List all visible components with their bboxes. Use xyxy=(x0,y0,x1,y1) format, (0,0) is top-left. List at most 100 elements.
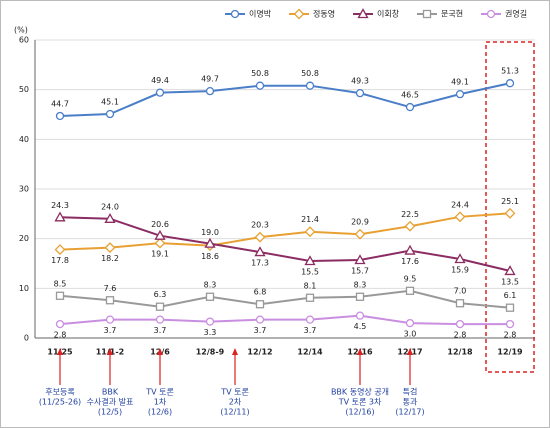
point xyxy=(305,315,315,324)
data-label: 2.8 xyxy=(504,331,517,340)
point xyxy=(355,292,365,301)
point xyxy=(155,88,165,97)
data-label: 20.3 xyxy=(251,221,269,230)
data-label: 8.5 xyxy=(54,279,67,288)
point xyxy=(54,244,66,256)
point xyxy=(154,229,166,240)
data-label: 19.1 xyxy=(151,250,169,259)
legend-label: 이명박 xyxy=(249,9,272,19)
annotation: TV 토론 xyxy=(220,388,249,397)
data-label: 44.7 xyxy=(51,99,69,108)
data-label: 3.7 xyxy=(104,326,117,335)
point xyxy=(104,242,116,254)
point xyxy=(355,88,365,98)
annotation: 2차 xyxy=(229,398,242,407)
data-label: 50.8 xyxy=(251,69,269,78)
point xyxy=(404,244,416,255)
arrow-head xyxy=(107,348,113,355)
data-label: 17.6 xyxy=(401,257,419,266)
x-tick-label: 12/18 xyxy=(447,348,473,357)
arrow-head xyxy=(407,348,413,355)
point xyxy=(230,9,240,19)
arrow-head xyxy=(157,348,163,355)
data-label: 3.7 xyxy=(154,326,167,335)
annotation: (12/5) xyxy=(98,408,122,417)
point xyxy=(454,253,466,264)
point xyxy=(355,311,365,320)
data-label: 20.6 xyxy=(151,220,169,229)
point xyxy=(357,8,369,19)
data-label: 7.0 xyxy=(454,287,467,296)
point xyxy=(255,300,265,309)
point xyxy=(105,109,115,119)
series-line xyxy=(59,216,511,272)
point xyxy=(104,212,116,223)
annotation: (12/11) xyxy=(220,408,249,417)
series-line xyxy=(59,82,511,117)
annotation: 통과 xyxy=(403,398,418,407)
data-label: 22.5 xyxy=(401,210,419,219)
data-label: 7.6 xyxy=(104,284,117,293)
legend-label: 정동영 xyxy=(313,9,335,19)
point xyxy=(354,228,366,240)
point xyxy=(305,293,315,302)
point xyxy=(486,9,496,19)
data-label: 49.4 xyxy=(151,76,169,85)
series-line xyxy=(59,212,511,251)
point xyxy=(105,296,115,305)
point xyxy=(354,254,366,265)
y-tick-label: 30 xyxy=(19,185,29,194)
legend-label: 권영길 xyxy=(505,9,527,19)
legend-label: 문국현 xyxy=(441,10,463,19)
point xyxy=(254,246,266,257)
annotation: TV 토론 3차 xyxy=(338,398,382,407)
annotation: BBK 동영상 공개 xyxy=(331,387,389,397)
data-label: 25.1 xyxy=(501,197,519,206)
point xyxy=(105,315,115,324)
highlight-box xyxy=(485,41,535,373)
point xyxy=(155,315,165,324)
data-label: 3.7 xyxy=(304,326,317,335)
y-tick-label: 0 xyxy=(24,334,29,343)
point xyxy=(305,81,315,90)
data-label: 9.5 xyxy=(404,274,417,283)
annotation: TV 토론 xyxy=(145,388,174,397)
point xyxy=(254,231,266,243)
legend-label: 이회창 xyxy=(377,9,400,19)
data-label: 21.4 xyxy=(301,215,319,224)
data-label: 49.1 xyxy=(451,78,469,87)
point xyxy=(205,317,215,326)
annotation: (12/17) xyxy=(395,408,424,417)
point xyxy=(505,319,515,329)
point xyxy=(304,226,316,238)
data-label: 8.1 xyxy=(304,281,317,290)
point xyxy=(455,299,465,308)
point xyxy=(55,291,65,300)
y-tick-label: 20 xyxy=(19,234,29,243)
point xyxy=(154,237,166,249)
arrow-head xyxy=(57,348,63,355)
point xyxy=(405,318,415,328)
point xyxy=(505,303,515,312)
data-label: 45.1 xyxy=(101,98,119,107)
annotation: 특검 xyxy=(403,387,418,397)
data-label: 18.2 xyxy=(101,254,119,263)
data-label: 3.3 xyxy=(204,328,217,337)
data-label: 19.0 xyxy=(201,228,219,237)
annotation: 후보등록 xyxy=(45,388,74,397)
data-label: 24.0 xyxy=(101,202,119,211)
point xyxy=(405,102,415,112)
point xyxy=(155,302,165,311)
data-label: 2.8 xyxy=(454,331,467,340)
x-tick-label: 12/12 xyxy=(247,348,272,357)
point xyxy=(454,211,466,223)
y-unit: (%) xyxy=(14,26,28,35)
y-tick-label: 40 xyxy=(19,135,29,144)
data-label: 18.6 xyxy=(201,252,219,261)
y-tick-label: 10 xyxy=(19,284,29,293)
point xyxy=(54,211,66,222)
data-label: 3.7 xyxy=(254,326,267,335)
data-label: 17.3 xyxy=(251,259,269,268)
point xyxy=(304,255,316,266)
